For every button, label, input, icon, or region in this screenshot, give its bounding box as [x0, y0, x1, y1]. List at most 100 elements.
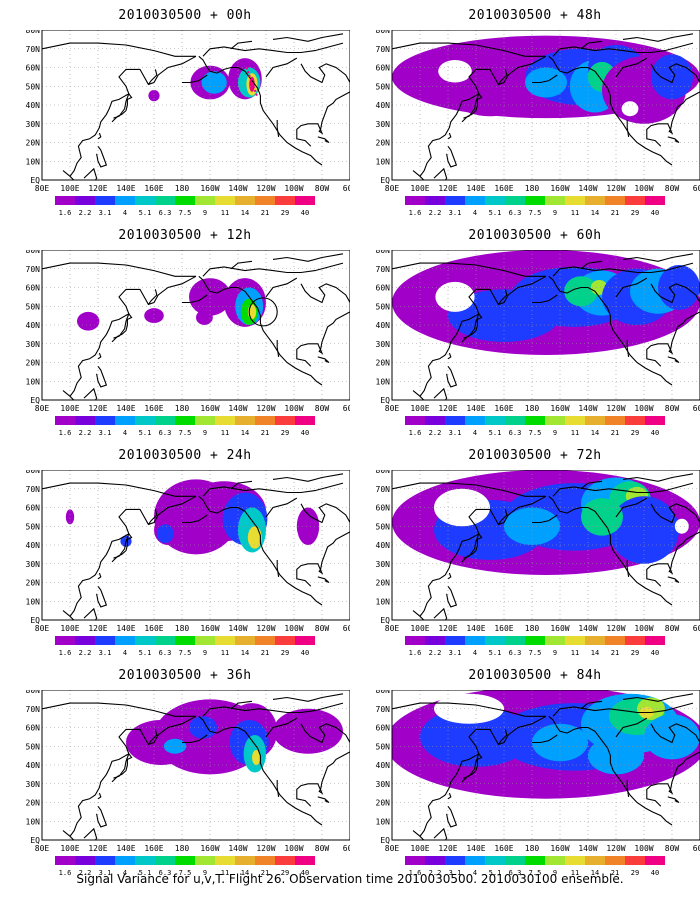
coastline — [433, 607, 448, 620]
lon-tick-label: 100E — [410, 844, 429, 853]
lat-tick-label: 40N — [26, 321, 41, 330]
colorbar: 1.6 2.2 3.1 4 5.1 6.3 7.5 9 11 14 21 29 40 — [405, 416, 665, 437]
panel-title: 2010030500 + 12h — [118, 228, 252, 243]
lat-tick-label: 30N — [26, 120, 41, 129]
lon-tick-label: 140W — [578, 844, 597, 853]
coastline — [419, 715, 547, 837]
lon-tick-label: 160W — [200, 184, 219, 193]
colorbar-label: 3.1 — [99, 649, 112, 657]
coastline — [198, 715, 323, 826]
lon-tick-label: 140E — [466, 844, 485, 853]
lat-tick-label: 70N — [26, 485, 41, 494]
coastline — [182, 74, 208, 84]
coastline — [96, 805, 108, 828]
coastline — [650, 723, 700, 744]
coastline — [552, 42, 694, 57]
lon-tick-label: 120W — [606, 844, 625, 853]
colorbar-swatch — [585, 856, 605, 865]
panel-title: 2010030500 + 48h — [468, 8, 602, 23]
coastline — [296, 531, 350, 587]
colorbar-swatch — [295, 636, 315, 645]
colorbar-swatch — [295, 856, 315, 865]
lon-tick-label: 80E — [385, 844, 400, 853]
colorbar-swatch — [605, 416, 625, 425]
coastline — [447, 132, 452, 140]
coastline — [111, 532, 133, 563]
colorbar-label: 9 — [553, 209, 557, 217]
lon-tick-label: 180 — [525, 844, 540, 853]
colorbar-swatch — [405, 416, 425, 425]
colorbar-swatch — [465, 196, 485, 205]
coastline — [626, 340, 630, 357]
colorbar-swatch — [625, 636, 645, 645]
colorbar-swatch — [215, 636, 235, 645]
coastline — [83, 167, 98, 180]
lat-tick-label: 20N — [26, 579, 41, 588]
colorbar-label: 29 — [631, 209, 639, 217]
colorbar-swatch — [405, 856, 425, 865]
colorbar: 1.6 2.2 3.1 4 5.1 6.3 7.5 9 11 14 21 29 40 — [405, 196, 665, 217]
lon-tick-label: 120E — [438, 184, 457, 193]
colorbar: 1.6 2.2 3.1 4 5.1 6.3 7.5 9 11 14 21 29 40 — [55, 416, 315, 437]
coastline — [532, 514, 558, 524]
colorbar-swatch — [465, 636, 485, 645]
colorbar-swatch — [235, 856, 255, 865]
panel-title: 2010030500 + 60h — [468, 228, 602, 243]
colorbar-label: 6.3 — [509, 429, 522, 437]
lon-tick-label: 140E — [116, 184, 135, 193]
coastline — [497, 69, 508, 85]
variance-contour — [189, 278, 231, 316]
variance-contour — [420, 706, 532, 767]
colorbar-label: 2.2 — [79, 649, 92, 657]
map-panel-12h: 2010030500 + 12h 80N 70N 60N 50N 40N 30N 20N 10N… — [20, 228, 350, 438]
coastline — [296, 751, 350, 807]
lon-tick-label: 100W — [634, 844, 653, 853]
colorbar-label: 1.6 — [409, 429, 422, 437]
coastline — [412, 830, 425, 840]
coastline — [622, 253, 694, 262]
lon-tick-label: 100E — [410, 624, 429, 633]
lat-tick-label: 50N — [26, 742, 41, 751]
coastline — [626, 780, 630, 797]
lat-tick-label: 40N — [376, 761, 391, 770]
colorbar-label: 5.1 — [139, 429, 152, 437]
coastline — [622, 693, 694, 702]
coastline — [62, 170, 75, 180]
coastline — [296, 311, 350, 367]
lat-tick-label: 40N — [26, 101, 41, 110]
coastline — [626, 560, 630, 577]
coastline — [147, 289, 158, 305]
lat-tick-label: EQ — [380, 836, 390, 845]
map-panel-36h: 2010030500 + 36h 80N 70N 60N 50N 40N 30N 20N 10N… — [20, 668, 350, 878]
lat-tick-label: 80N — [26, 470, 41, 475]
lat-tick-label: 60N — [376, 724, 391, 733]
coastline — [317, 136, 330, 144]
colorbar-swatch — [135, 636, 155, 645]
coastline — [97, 352, 102, 360]
lon-tick-label: 80E — [385, 404, 400, 413]
colorbar-label: 29 — [281, 649, 289, 657]
lat-tick-label: 40N — [26, 761, 41, 770]
coastline — [272, 473, 344, 482]
lon-tick-label: 120W — [256, 844, 275, 853]
coastline — [646, 531, 700, 587]
lat-tick-label: 70N — [26, 45, 41, 54]
lon-tick-label: 120E — [438, 844, 457, 853]
colorbar-label: 6.3 — [509, 869, 522, 877]
coastline — [83, 827, 98, 840]
coastline — [42, 702, 196, 717]
lon-tick-label: 180 — [175, 624, 190, 633]
lon-tick-label: 60W — [343, 404, 350, 413]
colorbar-swatch — [235, 196, 255, 205]
colorbar-swatch — [115, 636, 135, 645]
lon-tick-label: 60W — [693, 844, 700, 853]
colorbar-swatch — [75, 856, 95, 865]
lon-tick-label: 100E — [410, 404, 429, 413]
colorbar-label: 7.5 — [529, 869, 542, 877]
lon-tick-label: 140W — [578, 624, 597, 633]
coastline — [461, 532, 483, 563]
lon-tick-label: 60W — [343, 184, 350, 193]
lon-tick-label: 160W — [550, 184, 569, 193]
